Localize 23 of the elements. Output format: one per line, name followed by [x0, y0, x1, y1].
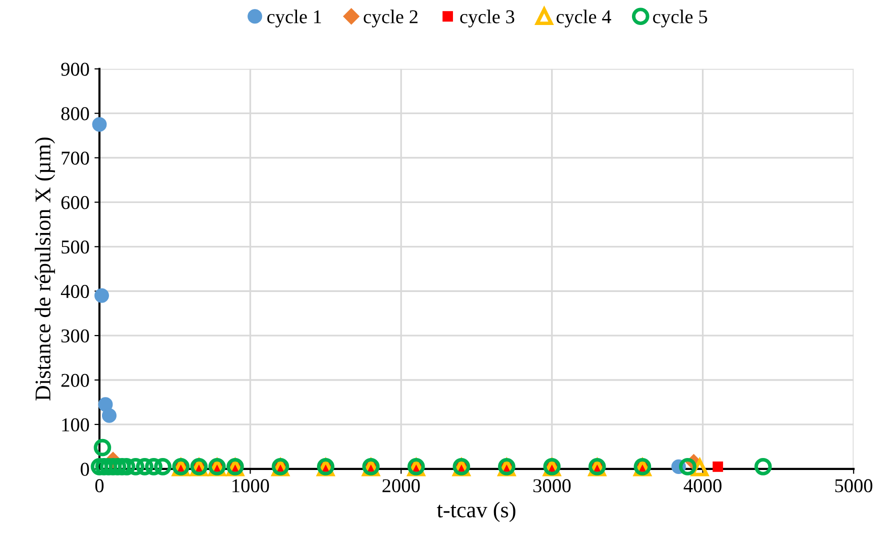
x-tick-label: 4000 — [684, 479, 722, 492]
y-tick-label: 0 — [80, 462, 89, 476]
x-tick-label: 5000 — [835, 479, 872, 492]
y-tick-label: 100 — [62, 418, 89, 432]
legend-label: cycle 5 — [653, 10, 708, 28]
y-tick-label: 600 — [61, 196, 89, 210]
y-axis-title: Distance de répulsion X (µm) — [34, 138, 55, 401]
x-axis-title: t-tcav (s) — [436, 502, 516, 522]
x-tick-label: 2000 — [382, 479, 420, 492]
x-tick-label: 1000 — [232, 479, 269, 492]
y-tick-label: 400 — [60, 284, 89, 298]
y-tick-label: 800 — [61, 107, 89, 120]
y-tick-label: 300 — [61, 329, 89, 342]
y-tick-label: 700 — [62, 152, 89, 165]
x-tick-label: 3000 — [533, 479, 571, 492]
y-tick-label: 200 — [61, 374, 89, 387]
legend-label: cycle 2 — [364, 10, 418, 28]
y-tick-label: 500 — [62, 240, 89, 254]
legend-label: cycle 4 — [556, 10, 612, 28]
legend-label: cycle 3 — [460, 10, 514, 28]
legend-label: cycle 1 — [267, 10, 321, 28]
x-tick-label: 0 — [95, 479, 104, 492]
y-tick-label: 900 — [61, 62, 89, 76]
